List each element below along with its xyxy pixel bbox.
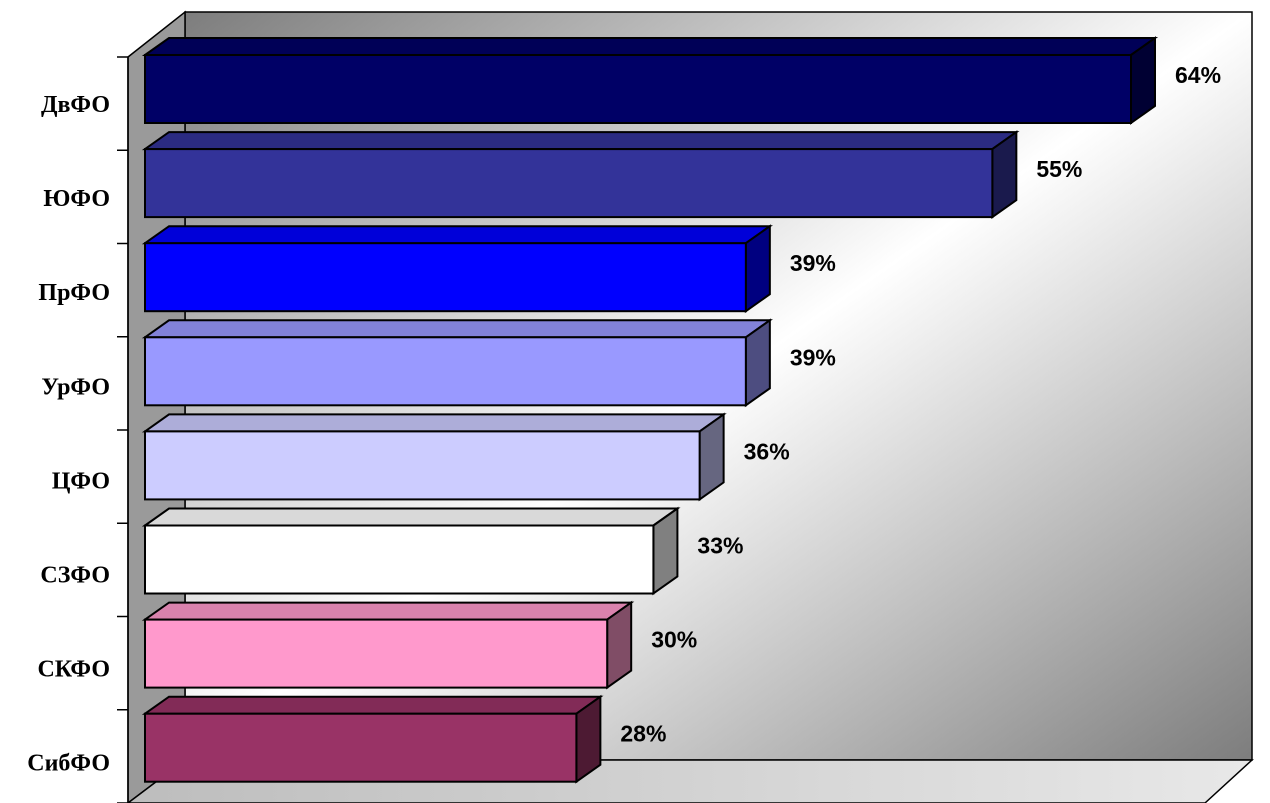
bar-4: [141, 318, 773, 408]
value-label: 36%: [744, 438, 790, 464]
labels: ДвФО 64% ЮФО 55% ПрФО 39% УрФО 39% ЦФО 36% СЗФО 33%…: [27, 62, 1221, 777]
value-label: 30%: [651, 627, 697, 653]
category-label: УрФО: [41, 374, 110, 400]
bar-front-face: [144, 712, 578, 783]
bar-front-face: [144, 242, 747, 313]
category-label: ДвФО: [41, 92, 110, 118]
category-axis: [117, 56, 129, 803]
bar-front-face: [144, 336, 747, 407]
category-label: СибФО: [27, 751, 110, 777]
bars: [141, 36, 1159, 784]
value-label: 64%: [1175, 62, 1221, 88]
bar-top-face: [141, 695, 604, 715]
bar-front-face: [144, 524, 655, 595]
bar-top-face: [141, 507, 681, 527]
bar-5: [141, 412, 727, 502]
bar-top-face: [141, 131, 1020, 151]
bar-top-face: [141, 319, 773, 339]
bar-top-face: [141, 601, 635, 621]
bar-top-face: [141, 225, 773, 245]
bar-2: [141, 130, 1020, 220]
bar-front-face: [144, 148, 994, 219]
value-label: 39%: [790, 344, 836, 370]
bar-8: [141, 694, 604, 784]
value-label: 55%: [1036, 156, 1082, 182]
value-label: 39%: [790, 250, 836, 276]
bar-1: [141, 36, 1159, 125]
bar-front-face: [144, 430, 701, 501]
bar-7: [141, 600, 635, 690]
value-label: 28%: [620, 721, 666, 747]
category-label: СЗФО: [40, 563, 110, 589]
category-label: ПрФО: [38, 280, 110, 306]
bar-front-face: [144, 618, 609, 689]
bar-3: [141, 224, 773, 314]
category-label: ЮФО: [43, 186, 110, 212]
bar-top-face: [141, 37, 1159, 56]
category-label: ЦФО: [52, 468, 110, 494]
bar-6: [141, 506, 681, 596]
category-label: СКФО: [37, 657, 110, 683]
value-label: 33%: [697, 533, 743, 559]
bar-top-face: [141, 413, 727, 433]
bar-front-face: [144, 54, 1132, 124]
